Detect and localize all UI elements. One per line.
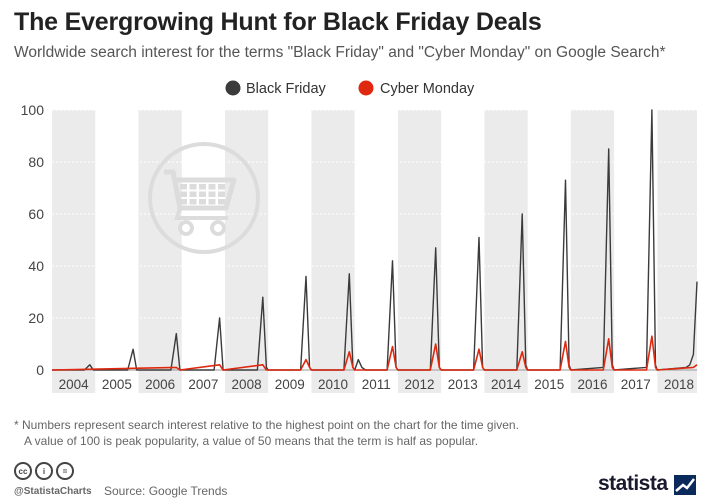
chart-subtitle: Worldwide search interest for the terms … xyxy=(14,44,666,61)
x-tick-label: 2005 xyxy=(102,377,132,392)
legend-marker xyxy=(225,80,241,96)
y-tick-label: 40 xyxy=(28,258,44,274)
legend-item-cyber-monday: Cyber Monday xyxy=(380,81,475,97)
license-icons: cc i = xyxy=(14,462,74,480)
statista-logo-icon xyxy=(674,475,696,495)
year-band xyxy=(224,110,269,393)
x-tick-label: 2009 xyxy=(275,377,305,392)
chart-title: The Evergrowing Hunt for Black Friday De… xyxy=(14,8,542,36)
social-handle: @StatistaCharts xyxy=(14,486,92,497)
year-band xyxy=(52,110,96,393)
attribution-icon: i xyxy=(35,462,53,480)
year-band xyxy=(570,110,615,393)
statista-logo: statista xyxy=(598,472,668,495)
x-tick-label: 2004 xyxy=(59,377,90,392)
shopping-cart-icon xyxy=(148,142,260,254)
y-tick-label: 60 xyxy=(28,206,44,222)
series-line-black-friday xyxy=(52,109,698,371)
x-tick-label: 2007 xyxy=(188,377,218,392)
x-tick-label: 2006 xyxy=(145,377,175,392)
legend-marker xyxy=(358,80,374,96)
x-tick-label: 2018 xyxy=(664,377,694,392)
x-tick-label: 2016 xyxy=(577,377,607,392)
x-tick-label: 2008 xyxy=(232,377,262,392)
year-band xyxy=(311,110,355,393)
line-chart: 0 20 40 60 80 100 2004 2005 2006 2007 2008 2009 2010… xyxy=(21,80,698,393)
y-tick-label: 80 xyxy=(28,154,44,170)
year-band xyxy=(657,110,697,393)
x-tick-label: 2015 xyxy=(534,377,564,392)
footnote-line-1: * Numbers represent search interest rela… xyxy=(14,418,519,432)
y-tick-label: 20 xyxy=(28,310,44,326)
year-band xyxy=(397,110,442,393)
y-tick-label: 100 xyxy=(21,102,45,118)
cc-license-icon: cc xyxy=(14,462,32,480)
x-tick-label: 2010 xyxy=(318,377,348,392)
footnote: * Numbers represent search interest rela… xyxy=(14,417,519,449)
y-tick-label: 0 xyxy=(36,362,44,378)
x-tick-label: 2011 xyxy=(362,377,391,392)
x-tick-label: 2017 xyxy=(621,377,651,392)
x-tick-label: 2012 xyxy=(405,377,435,392)
x-tick-label: 2013 xyxy=(448,377,478,392)
source-label: Source: Google Trends xyxy=(104,484,228,498)
no-derivatives-icon: = xyxy=(56,462,74,480)
footnote-line-2: A value of 100 is peak popularity, a val… xyxy=(24,434,479,448)
series-line-cyber-monday xyxy=(51,335,698,371)
x-tick-label: 2014 xyxy=(491,377,522,392)
legend-item-black-friday: Black Friday xyxy=(246,81,327,97)
